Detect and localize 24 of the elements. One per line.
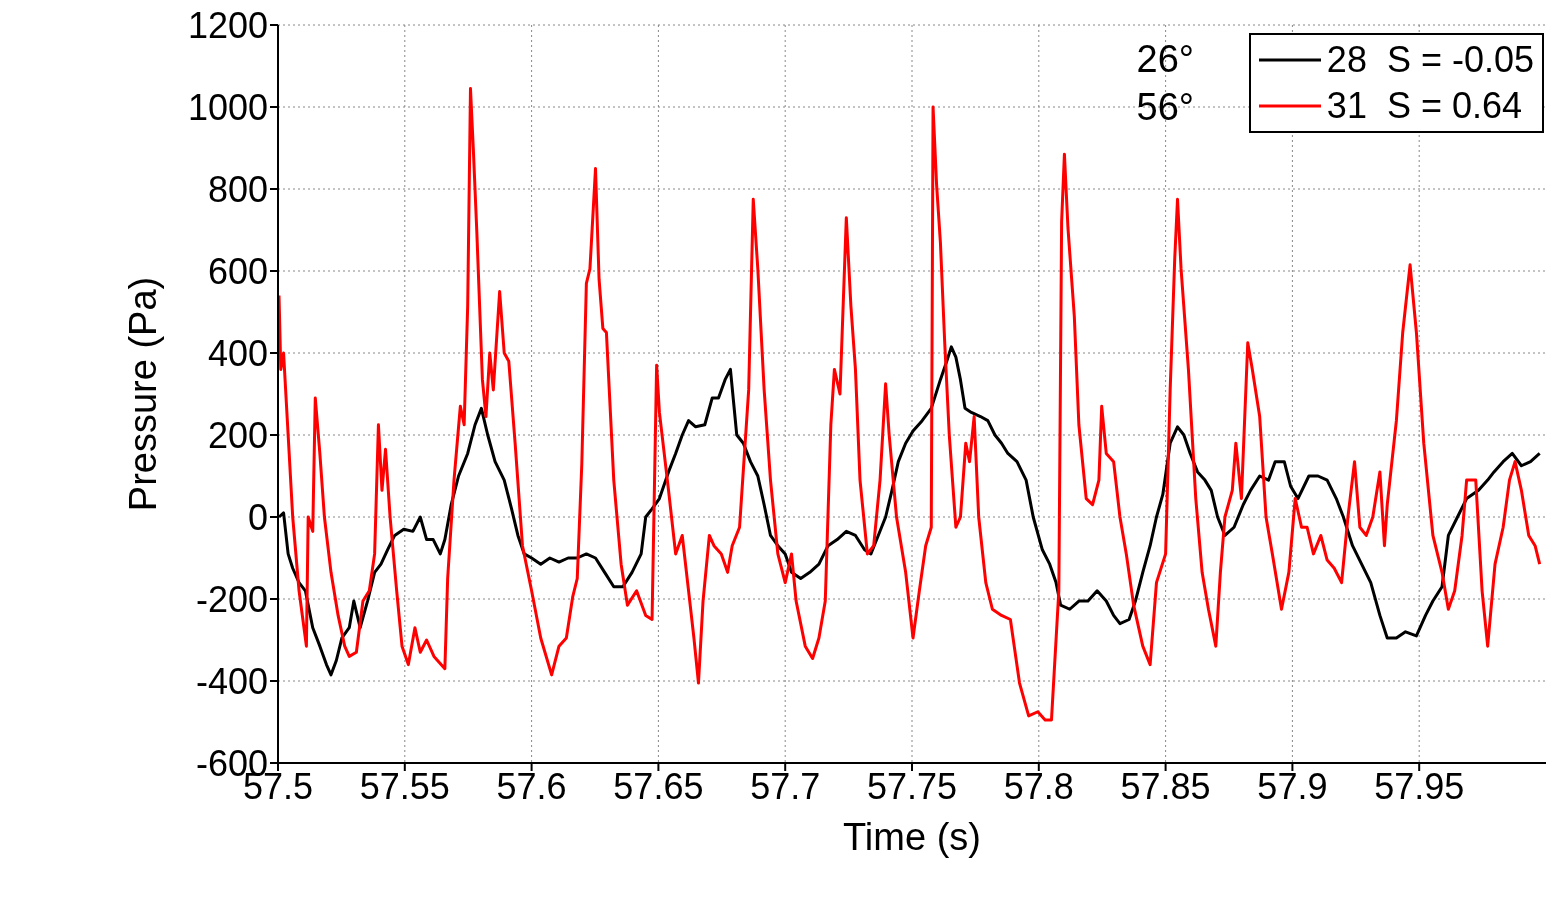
- legend-label: 28 S = -0.05: [1326, 38, 1534, 82]
- y-tick-label: 400: [207, 332, 268, 374]
- y-tick-label: 800: [207, 168, 268, 210]
- x-tick-label: 57.9: [1257, 765, 1328, 807]
- x-tick-label: 57.7: [750, 765, 821, 807]
- y-tick-label: 1200: [187, 4, 268, 46]
- legend-label: 31 S = 0.64: [1326, 84, 1523, 128]
- annotation: 56°: [1136, 85, 1194, 130]
- y-tick-label: -400: [195, 660, 268, 702]
- x-tick-label: 57.8: [1003, 765, 1074, 807]
- y-tick-label: 600: [207, 250, 268, 292]
- y-tick-label: 1000: [187, 86, 268, 128]
- x-tick-label: 57.55: [359, 765, 450, 807]
- x-tick-label: 57.75: [866, 765, 958, 807]
- x-tick-label: 57.6: [496, 765, 567, 807]
- x-tick-label: 57.95: [1374, 765, 1465, 807]
- x-axis-title: Time (s): [843, 816, 981, 858]
- y-axis-title: Pressure (Pa): [122, 276, 165, 512]
- annotation: 26°: [1136, 37, 1194, 82]
- x-tick-label: 57.85: [1120, 765, 1211, 807]
- y-tick-label: -200: [195, 578, 268, 620]
- y-tick-label: 0: [247, 496, 268, 538]
- y-tick-label: 200: [207, 414, 268, 456]
- x-tick-label: 57.65: [613, 765, 704, 807]
